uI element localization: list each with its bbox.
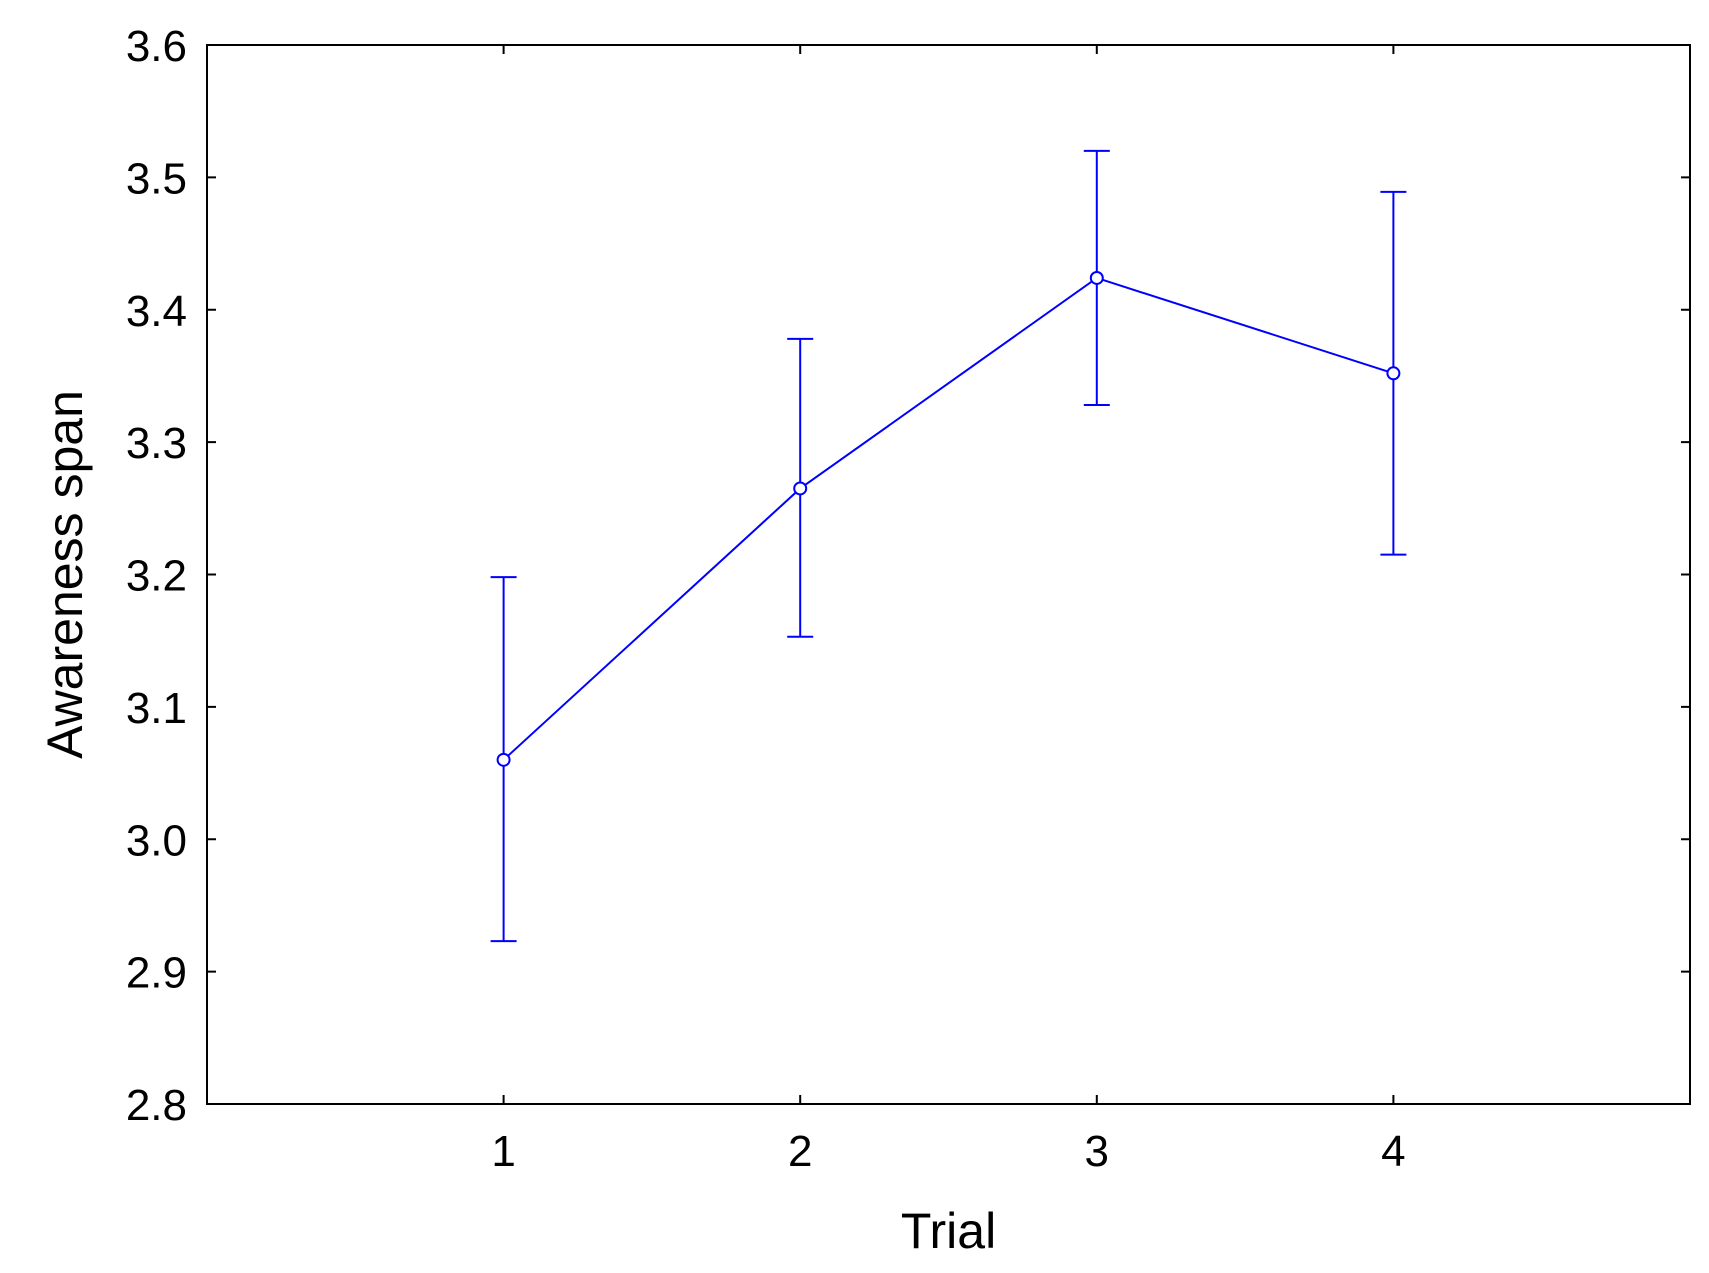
y-tick-label: 2.8 bbox=[126, 1081, 187, 1130]
x-tick-label: 3 bbox=[1085, 1127, 1109, 1176]
x-tick-label: 4 bbox=[1381, 1127, 1405, 1176]
x-tick-label: 1 bbox=[491, 1127, 515, 1176]
y-tick-label: 3.0 bbox=[126, 816, 187, 865]
y-tick-label: 3.4 bbox=[126, 287, 187, 336]
y-tick-label: 3.5 bbox=[126, 154, 187, 203]
data-point bbox=[1386, 366, 1401, 381]
y-tick-label: 3.2 bbox=[126, 552, 187, 601]
axis-ticks: 2.8 2.9 3.0 3.1 3.2 3.3 3.4 3.5 3.6 1 2 3 4 bbox=[126, 22, 1690, 1176]
x-tick-label: 2 bbox=[788, 1127, 812, 1176]
data-point bbox=[1089, 270, 1104, 285]
y-axis-title: Awareness span bbox=[37, 390, 93, 759]
y-tick-label: 3.6 bbox=[126, 22, 187, 71]
x-axis-title: Trial bbox=[901, 1203, 996, 1259]
y-tick-label: 2.9 bbox=[126, 949, 187, 998]
y-tick-label: 3.1 bbox=[126, 684, 187, 733]
series-line bbox=[502, 276, 1394, 761]
data-point bbox=[793, 481, 808, 496]
series-layer bbox=[490, 149, 1407, 943]
plot-frame bbox=[206, 44, 1691, 1105]
y-tick-label: 3.3 bbox=[126, 419, 187, 468]
data-point bbox=[496, 752, 511, 767]
